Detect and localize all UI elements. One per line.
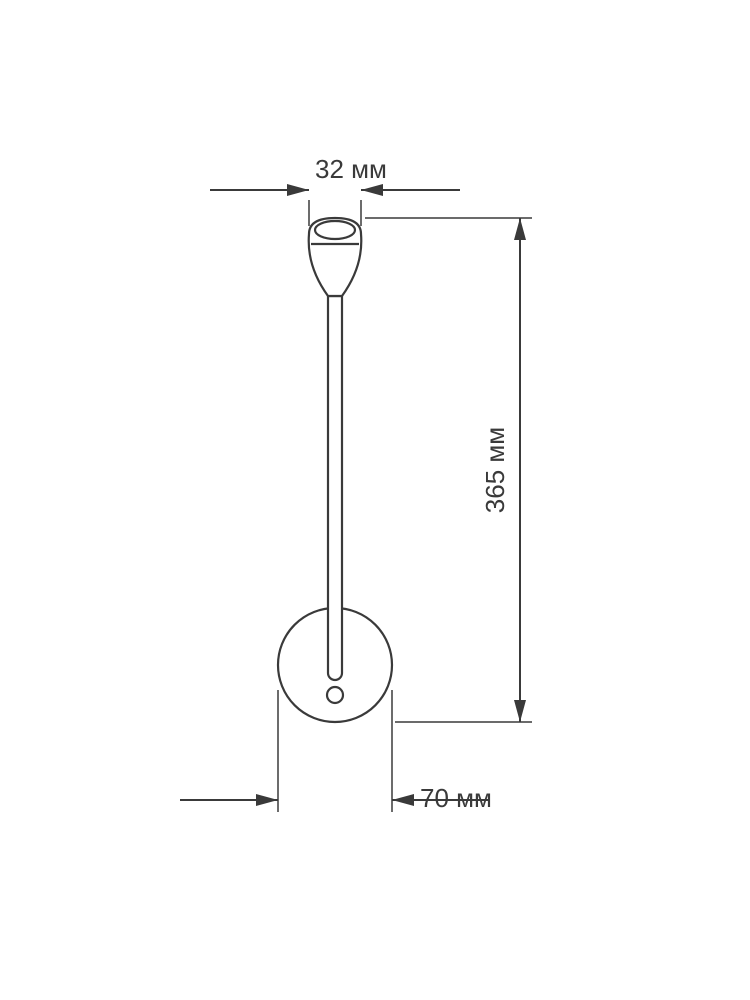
stem bbox=[328, 296, 342, 680]
dim-height-label: 365 мм bbox=[480, 427, 510, 513]
dim-top-label: 32 мм bbox=[315, 154, 387, 184]
dim-base-label: 70 мм bbox=[420, 783, 492, 813]
base-hole bbox=[327, 687, 343, 703]
lens-ellipse bbox=[315, 221, 355, 239]
